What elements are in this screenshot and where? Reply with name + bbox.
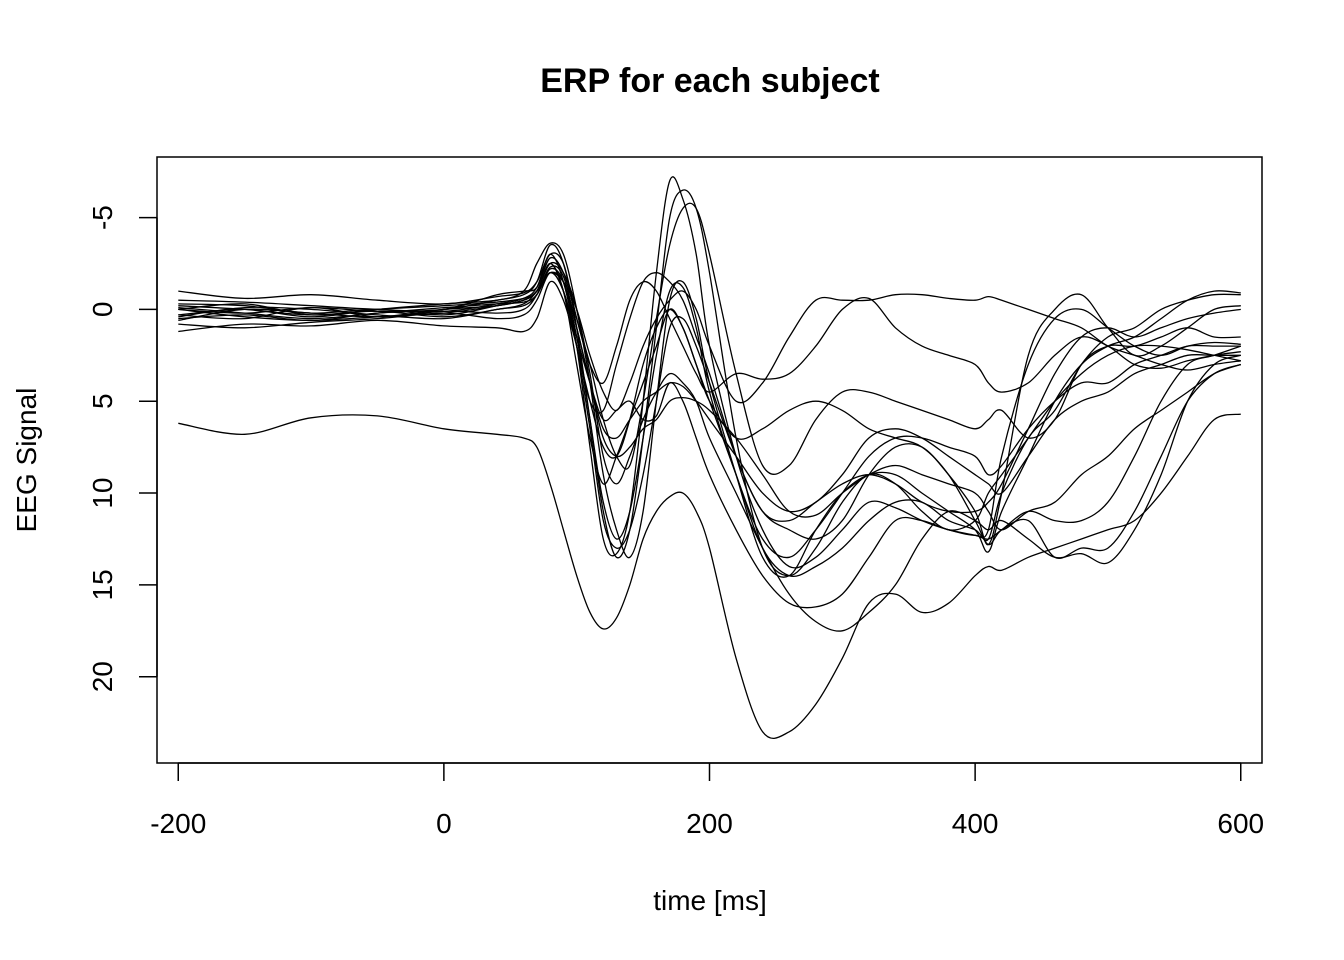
chart-title: ERP for each subject <box>540 62 880 100</box>
series-line-10 <box>178 262 1241 546</box>
series-line-11 <box>178 271 1242 609</box>
x-tick-label: 400 <box>952 808 999 839</box>
series-line-6 <box>178 202 1241 475</box>
series-line-13 <box>178 261 1242 632</box>
x-axis-label: time [ms] <box>653 885 767 916</box>
series-line-8 <box>178 271 1241 412</box>
series-line-9 <box>178 252 1241 393</box>
y-tick-label: 5 <box>87 393 118 409</box>
series-line-14 <box>178 265 1241 513</box>
y-tick-label: -5 <box>87 205 118 230</box>
series-layer <box>178 176 1242 740</box>
x-tick-label: -200 <box>150 808 206 839</box>
y-axis: -5 0 5 10 15 20 <box>87 205 158 692</box>
y-tick-label: 20 <box>87 661 118 692</box>
x-axis: -200 0 200 400 600 <box>150 762 1264 839</box>
x-tick-label: 0 <box>436 808 452 839</box>
plot-frame <box>156 156 1263 764</box>
y-tick-label: 0 <box>87 302 118 318</box>
x-tick-label: 600 <box>1217 808 1264 839</box>
series-line-1 <box>178 413 1241 740</box>
y-tick-label: 15 <box>87 569 118 600</box>
y-tick-label: 10 <box>87 478 118 509</box>
x-tick-label: 200 <box>686 808 733 839</box>
series-line-16 <box>178 272 1241 549</box>
y-axis-label: EEG Signal <box>11 388 42 533</box>
